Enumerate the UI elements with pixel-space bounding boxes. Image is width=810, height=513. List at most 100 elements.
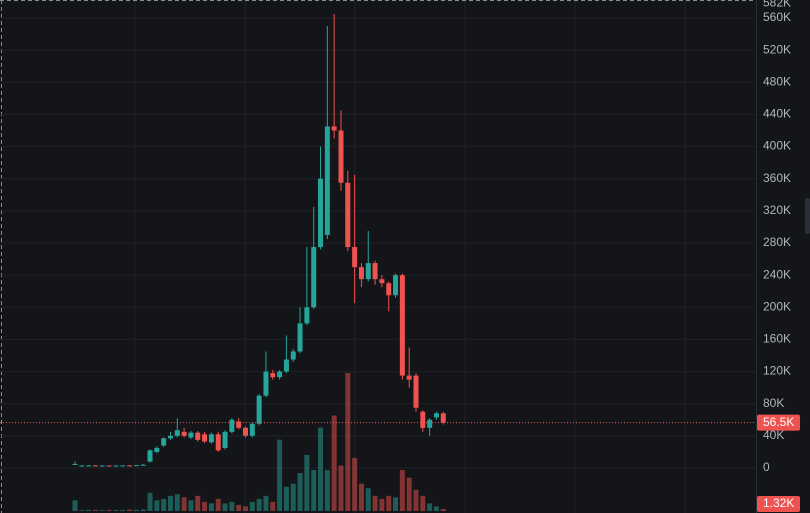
y-tick-label: 40K	[763, 428, 784, 442]
candle-body	[236, 421, 242, 428]
volume-bar	[263, 495, 269, 511]
volume-bar	[386, 495, 392, 511]
top-price-label: 582K	[763, 0, 791, 9]
volume-bar	[86, 509, 92, 511]
volume-bar	[338, 465, 344, 511]
volume-bar	[372, 495, 378, 511]
volume-bar	[195, 495, 201, 511]
candle-body	[181, 431, 187, 436]
candle-body	[365, 263, 371, 280]
volume-bar	[345, 373, 351, 511]
y-tick-label: 440K	[763, 107, 791, 121]
candle-body	[433, 413, 439, 418]
y-tick-label: 520K	[763, 42, 791, 56]
candle-body	[406, 375, 412, 380]
volume-bar	[147, 492, 153, 511]
y-tick-label: 480K	[763, 74, 791, 88]
candle-body	[270, 373, 276, 378]
candle-body	[440, 413, 446, 423]
volume-bar	[106, 509, 112, 511]
candle-body	[386, 283, 392, 296]
volume-bar	[161, 498, 167, 511]
volume-bar	[358, 483, 364, 511]
volume-bar	[304, 454, 310, 511]
volume-bar	[99, 510, 105, 511]
candle-body	[140, 464, 146, 466]
candle-body	[222, 431, 228, 448]
candle-body	[79, 465, 85, 467]
volume-bar	[311, 470, 317, 511]
last-price-box	[757, 414, 800, 431]
volume-bar	[174, 494, 180, 511]
volume-bar	[113, 510, 119, 511]
last-volume-box	[757, 496, 800, 512]
candle-body	[113, 465, 119, 467]
candle-body	[331, 126, 337, 131]
candle-body	[154, 447, 160, 452]
y-tick-label: 280K	[763, 235, 791, 249]
candle-body	[393, 275, 399, 296]
y-tick-label: 0	[763, 460, 770, 474]
candle-body	[324, 126, 330, 235]
volume-bar	[140, 509, 146, 511]
volume-bar	[277, 439, 283, 511]
volume-bar	[167, 495, 173, 511]
volume-bar	[270, 501, 276, 511]
candle-body	[243, 427, 248, 436]
volume-bar	[188, 500, 194, 511]
volume-bar	[92, 509, 98, 511]
volume-bar	[215, 498, 221, 511]
volume-bar	[352, 457, 358, 511]
y-tick-label: 360K	[763, 171, 791, 185]
candle-body	[318, 178, 324, 248]
candle-body	[379, 279, 385, 284]
candle-body	[358, 267, 364, 280]
candle-body	[215, 434, 221, 451]
volume-bar	[120, 509, 126, 511]
candle-body	[399, 275, 405, 376]
candle-body	[311, 247, 317, 308]
candle-body	[195, 432, 201, 440]
scroll-handle[interactable]	[805, 198, 810, 234]
candle-body	[304, 307, 310, 324]
volume-bar	[181, 497, 187, 511]
last-price-label: 56.5K	[763, 415, 794, 429]
candle-body	[352, 247, 358, 268]
candle-body	[338, 130, 344, 183]
candle-body	[92, 465, 98, 467]
volume-bar	[427, 503, 433, 511]
y-tick-label: 400K	[763, 139, 791, 153]
candle-body	[188, 432, 194, 438]
candle-body	[420, 411, 426, 428]
volume-bar	[222, 503, 228, 511]
y-tick-label: 160K	[763, 332, 791, 346]
volume-bar	[413, 489, 419, 511]
candle-body	[133, 465, 139, 467]
volume-bar	[127, 509, 133, 511]
volume-bar	[399, 470, 405, 511]
volume-bar	[433, 506, 439, 511]
volume-bar	[290, 483, 296, 511]
volume-bar	[72, 500, 78, 511]
candle-body	[106, 465, 112, 467]
volume-bar	[420, 495, 426, 511]
candle-body	[372, 263, 378, 280]
volume-bar	[406, 477, 412, 511]
candle-body	[297, 323, 303, 352]
candle-body	[256, 395, 262, 424]
volume-bar	[236, 504, 242, 511]
volume-bar	[256, 498, 262, 511]
volume-bar	[440, 508, 446, 511]
volume-bar	[249, 501, 255, 511]
volume-bar	[79, 510, 85, 511]
y-tick-label: 120K	[763, 364, 791, 378]
volume-bar	[324, 470, 330, 511]
volume-bar	[331, 415, 337, 511]
candle-body	[202, 434, 208, 442]
candle-body	[208, 434, 214, 443]
volume-bar	[154, 500, 160, 511]
y-tick-label: 240K	[763, 267, 791, 281]
volume-bar	[297, 473, 303, 511]
last-volume-label: 1.32K	[763, 496, 794, 510]
